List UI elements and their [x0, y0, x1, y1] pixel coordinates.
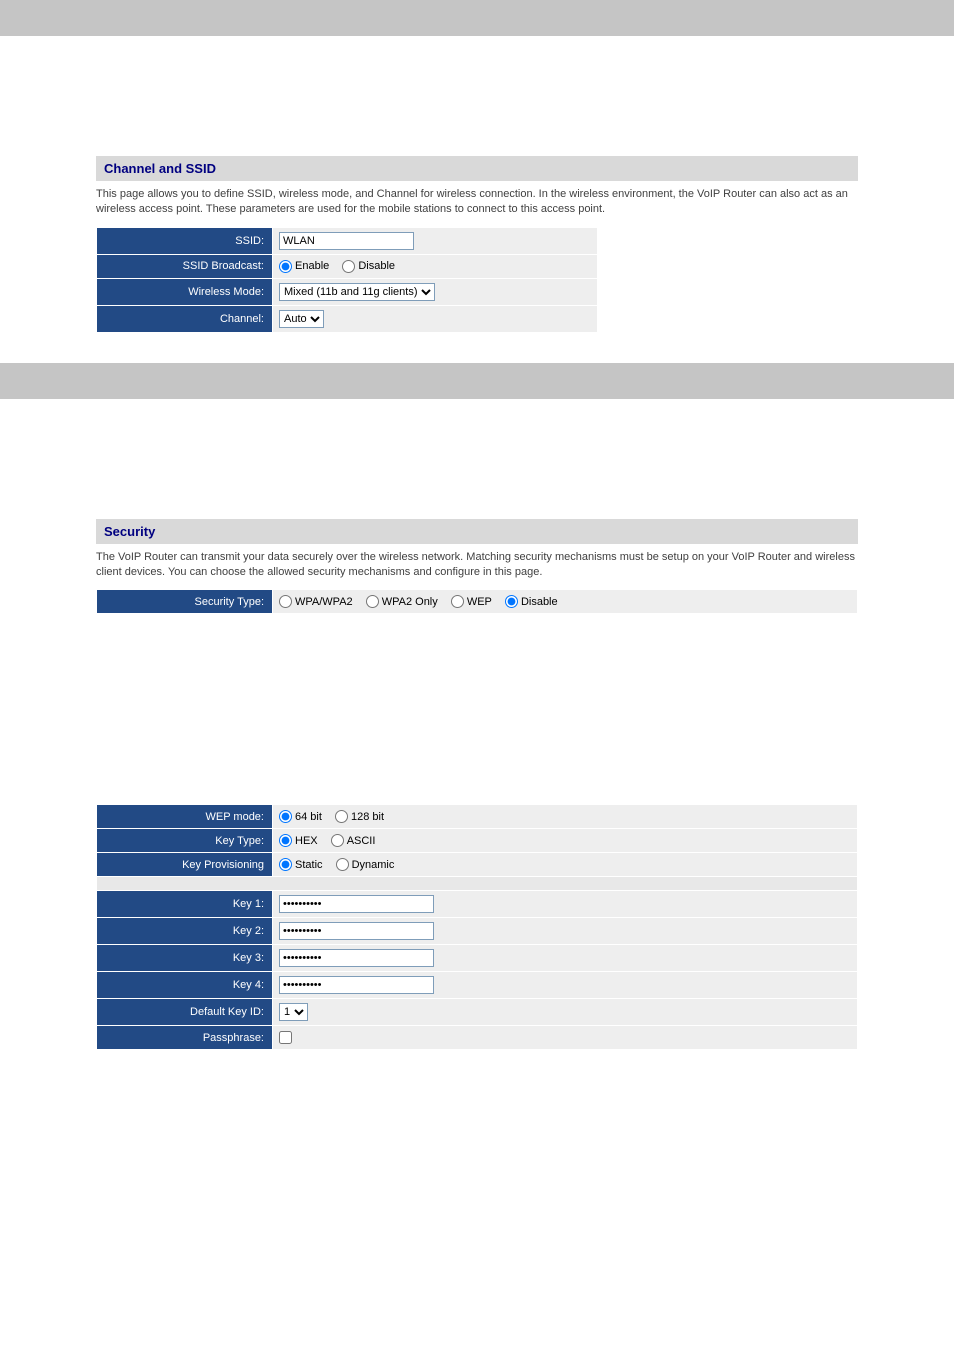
key2-label: Key 2:	[97, 918, 273, 945]
channel-label: Channel:	[97, 305, 273, 332]
ssid-label: SSID:	[97, 227, 273, 254]
key1-input[interactable]	[279, 895, 434, 913]
key1-label: Key 1:	[97, 891, 273, 918]
channel-ssid-desc: This page allows you to define SSID, wir…	[96, 181, 858, 227]
ssid-broadcast-disable-radio[interactable]	[342, 260, 355, 273]
channel-ssid-table: SSID: SSID Broadcast: Enable Disable Wir…	[96, 227, 598, 333]
key-static-option[interactable]: Static	[279, 859, 323, 871]
key-hex-option[interactable]: HEX	[279, 835, 318, 847]
security-disable-option[interactable]: Disable	[505, 596, 558, 608]
key-hex-radio[interactable]	[279, 834, 292, 847]
key-static-radio[interactable]	[279, 858, 292, 871]
key3-label: Key 3:	[97, 945, 273, 972]
security-title: Security	[104, 524, 850, 539]
default-key-select[interactable]: 1	[279, 1003, 308, 1021]
mid-gray-bar	[0, 363, 954, 399]
key-ascii-radio[interactable]	[331, 834, 344, 847]
wep-64-radio[interactable]	[279, 810, 292, 823]
channel-ssid-title: Channel and SSID	[104, 161, 850, 176]
security-wpa-option[interactable]: WPA/WPA2	[279, 596, 353, 608]
key-type-label: Key Type:	[97, 829, 273, 853]
default-key-label: Default Key ID:	[97, 999, 273, 1026]
ssid-broadcast-disable-option[interactable]: Disable	[342, 260, 395, 272]
security-wpa-radio[interactable]	[279, 595, 292, 608]
passphrase-checkbox[interactable]	[279, 1031, 292, 1044]
wep-panel: WEP mode: 64 bit 128 bit Key Type: HEX A…	[96, 804, 858, 1050]
ssid-broadcast-enable-option[interactable]: Enable	[279, 260, 329, 272]
wep-64-option[interactable]: 64 bit	[279, 811, 322, 823]
key4-label: Key 4:	[97, 972, 273, 999]
channel-ssid-panel: Channel and SSID This page allows you to…	[96, 156, 858, 333]
security-header: Security	[96, 519, 858, 544]
security-table: Security Type: WPA/WPA2 WPA2 Only WEP Di…	[96, 589, 858, 614]
ssid-input[interactable]	[279, 232, 414, 250]
security-wpa2-radio[interactable]	[366, 595, 379, 608]
key3-input[interactable]	[279, 949, 434, 967]
security-type-label: Security Type:	[97, 590, 273, 614]
wireless-mode-select[interactable]: Mixed (11b and 11g clients)	[279, 283, 435, 301]
wep-128-option[interactable]: 128 bit	[335, 811, 384, 823]
key-prov-label: Key Provisioning	[97, 853, 273, 877]
wep-128-radio[interactable]	[335, 810, 348, 823]
ssid-broadcast-label: SSID Broadcast:	[97, 254, 273, 278]
security-disable-radio[interactable]	[505, 595, 518, 608]
security-wpa2-option[interactable]: WPA2 Only	[366, 596, 438, 608]
wireless-mode-label: Wireless Mode:	[97, 278, 273, 305]
key-ascii-option[interactable]: ASCII	[331, 835, 376, 847]
security-desc: The VoIP Router can transmit your data s…	[96, 544, 858, 590]
channel-ssid-header: Channel and SSID	[96, 156, 858, 181]
wep-table: WEP mode: 64 bit 128 bit Key Type: HEX A…	[96, 804, 858, 1050]
security-panel: Security The VoIP Router can transmit yo…	[96, 519, 858, 615]
wep-mode-label: WEP mode:	[97, 805, 273, 829]
channel-select[interactable]: Auto	[279, 310, 324, 328]
ssid-broadcast-enable-radio[interactable]	[279, 260, 292, 273]
top-gray-bar	[0, 0, 954, 36]
key2-input[interactable]	[279, 922, 434, 940]
key-dynamic-option[interactable]: Dynamic	[336, 859, 395, 871]
security-wep-option[interactable]: WEP	[451, 596, 492, 608]
key-dynamic-radio[interactable]	[336, 858, 349, 871]
security-wep-radio[interactable]	[451, 595, 464, 608]
wep-gap-row	[97, 877, 858, 891]
passphrase-label: Passphrase:	[97, 1026, 273, 1050]
key4-input[interactable]	[279, 976, 434, 994]
